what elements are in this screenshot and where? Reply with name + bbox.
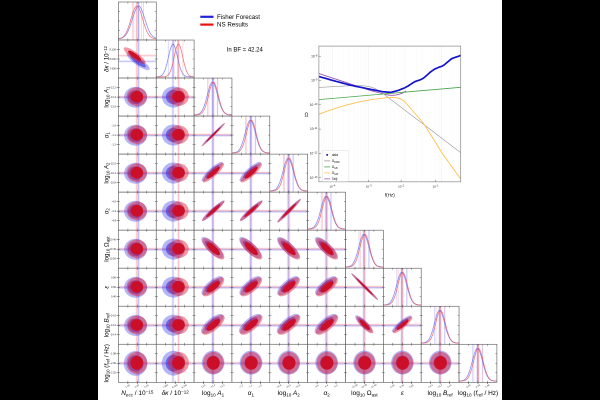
svg-text:-4.0: -4.0 [112, 200, 117, 204]
svg-text:-14.0: -14.0 [110, 314, 116, 318]
svg-text:-4.4: -4.4 [324, 384, 330, 389]
svg-text:10−2: 10−2 [398, 184, 405, 188]
svg-text:-10.8: -10.8 [110, 181, 116, 185]
svg-text:ε: ε [401, 390, 404, 397]
svg-text:-1.1: -1.1 [112, 133, 117, 137]
svg-text:log10 Bref: log10 Bref [427, 390, 453, 397]
svg-text:log10 Ωast: log10 Ωast [104, 236, 111, 262]
svg-text:δκ / 10−12: δκ / 10−12 [103, 45, 111, 72]
svg-text:f(Hz): f(Hz) [385, 193, 395, 198]
svg-text:10−1: 10−1 [433, 184, 440, 188]
svg-text:-10.0: -10.0 [110, 162, 116, 166]
svg-text:ε: ε [104, 286, 111, 289]
svg-text:-10.0: -10.0 [295, 383, 302, 389]
svg-text:10−3: 10−3 [366, 184, 373, 188]
svg-text:8.000: 8.000 [110, 57, 117, 61]
svg-text:-10.4: -10.4 [110, 171, 116, 175]
svg-text:0.40: 0.40 [390, 384, 396, 389]
svg-text:10−9: 10−9 [311, 79, 318, 83]
svg-text:7.900: 7.900 [110, 67, 117, 71]
svg-text:log10 A1: log10 A1 [202, 390, 225, 397]
svg-text:-14.0: -14.0 [446, 383, 453, 389]
svg-text:log10 Ωast: log10 Ωast [351, 390, 378, 397]
svg-text:Ω: Ω [305, 113, 309, 119]
svg-text:-10.45: -10.45 [360, 383, 368, 389]
svg-text:-13.4: -13.4 [110, 95, 116, 99]
svg-text:0.40: 0.40 [111, 295, 117, 299]
svg-text:Taiji: Taiji [332, 177, 338, 181]
svg-text:log10 (fref / Hz): log10 (fref / Hz) [458, 390, 498, 397]
svg-text:ln BF = 42.24: ln BF = 42.24 [227, 47, 264, 53]
svg-text:0.60: 0.60 [399, 384, 405, 389]
svg-text:log10 Bref: log10 Bref [104, 313, 111, 338]
svg-text:-10.40: -10.40 [370, 383, 378, 389]
svg-text:log10 A1: log10 A1 [104, 86, 111, 108]
svg-text:-13.2: -13.2 [219, 383, 226, 389]
svg-text:10−13: 10−13 [310, 176, 318, 180]
svg-text:NS Results: NS Results [217, 22, 248, 29]
svg-text:-14.2: -14.2 [437, 383, 444, 389]
svg-text:log10 A2: log10 A2 [104, 162, 111, 184]
svg-text:-10.50: -10.50 [109, 257, 117, 261]
svg-text:3.00: 3.00 [134, 384, 140, 389]
svg-text:α1: α1 [248, 390, 255, 397]
svg-text:-14.4: -14.4 [427, 383, 434, 389]
svg-text:ΩGW: ΩGW [332, 171, 339, 176]
svg-text:-4.0: -4.0 [333, 384, 339, 389]
svg-text:-1.0: -1.0 [112, 124, 117, 128]
svg-text:-1.98: -1.98 [484, 383, 491, 389]
svg-text:0.80: 0.80 [409, 384, 415, 389]
svg-text:1.00: 1.00 [125, 384, 131, 389]
svg-text:8.100: 8.100 [181, 383, 188, 389]
svg-text:-1.2: -1.2 [112, 143, 117, 147]
svg-text:0.80: 0.80 [111, 276, 117, 280]
svg-text:10−4: 10−4 [329, 184, 336, 188]
svg-text:-1.98: -1.98 [110, 352, 116, 356]
svg-text:-2.02: -2.02 [110, 371, 116, 375]
svg-text:δκ / 10−12: δκ / 10−12 [162, 390, 190, 398]
svg-text:7.900: 7.900 [162, 383, 169, 389]
svg-text:8.100: 8.100 [110, 47, 117, 51]
svg-text:-10.45: -10.45 [109, 247, 117, 251]
svg-text:Fisher Forecast: Fisher Forecast [217, 14, 260, 21]
svg-text:-1.0: -1.0 [258, 384, 264, 389]
svg-text:10−10: 10−10 [310, 103, 318, 107]
svg-text:α2: α2 [323, 390, 330, 397]
svg-text:-10.8: -10.8 [276, 383, 283, 389]
svg-text:-2.02: -2.02 [465, 383, 472, 389]
svg-text:-10.4: -10.4 [285, 383, 292, 389]
svg-text:ΩDWD: ΩDWD [332, 159, 340, 164]
svg-text:-4.8: -4.8 [112, 219, 117, 223]
svg-text:-4.8: -4.8 [314, 384, 320, 389]
svg-text:-1.2: -1.2 [239, 384, 245, 389]
svg-text:10−8: 10−8 [311, 54, 318, 58]
svg-text:-2.00: -2.00 [475, 383, 482, 389]
svg-text:5.00: 5.00 [144, 384, 150, 389]
svg-text:10−11: 10−11 [310, 127, 318, 131]
svg-text:10−12: 10−12 [310, 152, 318, 156]
svg-text:-2.00: -2.00 [110, 361, 116, 365]
svg-text:-4.4: -4.4 [112, 209, 117, 213]
svg-text:ΩGB: ΩGB [332, 165, 338, 170]
svg-text:log10 A2: log10 A2 [278, 390, 301, 397]
svg-text:-13.4: -13.4 [210, 383, 217, 389]
svg-text:-10.50: -10.50 [351, 383, 359, 389]
svg-text:-10.40: -10.40 [109, 238, 117, 242]
svg-text:0.60: 0.60 [111, 285, 117, 289]
svg-text:-1.1: -1.1 [248, 384, 254, 389]
svg-text:-13.6: -13.6 [110, 105, 116, 109]
svg-text:-14.2: -14.2 [110, 323, 116, 327]
svg-text:data: data [332, 153, 339, 157]
svg-text:α1: α1 [104, 132, 111, 139]
svg-text:log10 (fref / Hz): log10 (fref / Hz) [104, 344, 111, 382]
svg-text:-13.2: -13.2 [110, 86, 116, 90]
svg-text:-13.6: -13.6 [200, 383, 207, 389]
svg-text:Necc / 10−15: Necc / 10−15 [121, 390, 154, 398]
svg-text:-14.4: -14.4 [110, 333, 116, 337]
svg-text:8.000: 8.000 [172, 383, 179, 389]
svg-text:α2: α2 [104, 208, 111, 215]
